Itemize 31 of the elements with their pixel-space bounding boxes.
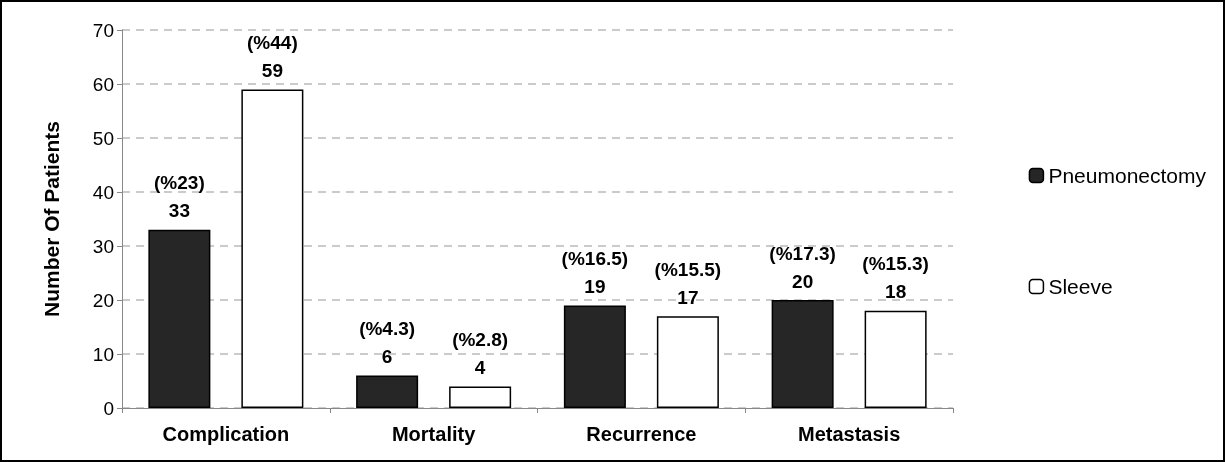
bar: [449, 386, 512, 408]
legend-label: Pneumonectomy: [1048, 164, 1207, 187]
bar: [656, 316, 719, 408]
y-tick-label: 60: [92, 73, 114, 95]
data-label: (%2.8) 4: [452, 328, 509, 378]
y-axis-title: Number Of Patients: [40, 120, 63, 318]
data-label: (%44) 59: [247, 31, 298, 81]
data-label: (%17.3) 20: [769, 242, 836, 292]
bar: [864, 310, 927, 408]
y-tick-label: 70: [92, 19, 114, 41]
data-label: (%23) 33: [154, 172, 205, 222]
data-label: (%15.5) 17: [654, 258, 722, 308]
data-label: (%4.3) 6: [359, 318, 416, 368]
bar: [356, 375, 419, 408]
y-tick-label: 10: [92, 343, 114, 365]
y-tick-label: 20: [92, 289, 114, 311]
x-tick-label: Recurrence: [586, 423, 697, 445]
legend-label: Sleeve: [1048, 275, 1113, 298]
y-tick-label: 40: [92, 181, 114, 203]
y-tick-label: 0: [103, 397, 114, 419]
x-tick-label: Complication: [162, 423, 290, 445]
bar: [771, 300, 834, 408]
bar: [563, 305, 626, 408]
x-tick-label: Metastasis: [797, 423, 901, 445]
bar: [241, 89, 304, 408]
x-tick-label: Mortality: [391, 423, 477, 445]
data-label: (%16.5) 19: [561, 247, 629, 297]
bar: [148, 229, 211, 408]
data-label: (%15.3) 18: [862, 253, 929, 303]
y-tick-label: 50: [92, 127, 114, 149]
y-tick-label: 30: [92, 235, 114, 257]
